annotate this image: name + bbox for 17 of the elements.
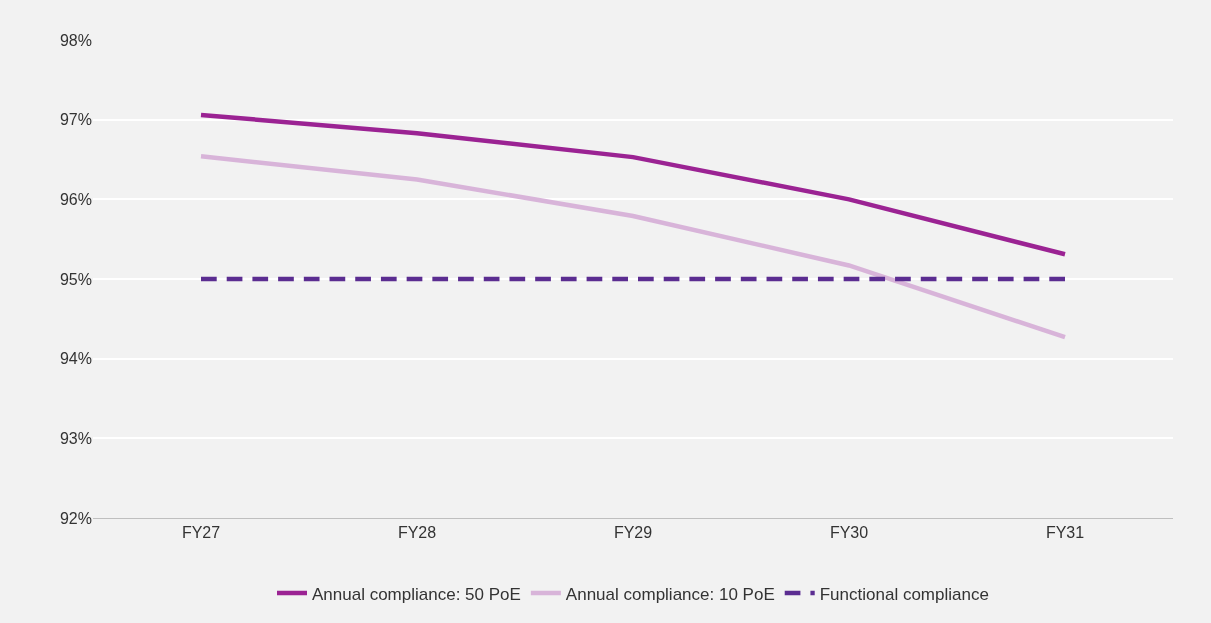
line-series: [198, 154, 1068, 340]
y-tick-label: 95%: [59, 270, 92, 288]
line-series: [198, 112, 1068, 257]
x-tick-label: FY30: [829, 524, 869, 542]
y-tick-label: 94%: [59, 350, 92, 368]
legend-label: Annual compliance: 50 PoE: [312, 584, 521, 604]
legend-label: Functional compliance: [819, 584, 989, 604]
y-tick-label: 98%: [59, 31, 92, 49]
y-tick-label: 93%: [59, 429, 92, 447]
y-tick-label: 92%: [59, 509, 92, 527]
x-tick-label: FY27: [181, 524, 221, 542]
y-tick-label: 96%: [59, 190, 92, 208]
legend-label: Annual compliance: 10 PoE: [565, 584, 775, 604]
x-tick-label: FY31: [1045, 524, 1085, 542]
x-tick-label: FY28: [397, 524, 437, 542]
y-tick-label: 97%: [59, 111, 92, 129]
x-tick-label: FY29: [613, 524, 653, 542]
